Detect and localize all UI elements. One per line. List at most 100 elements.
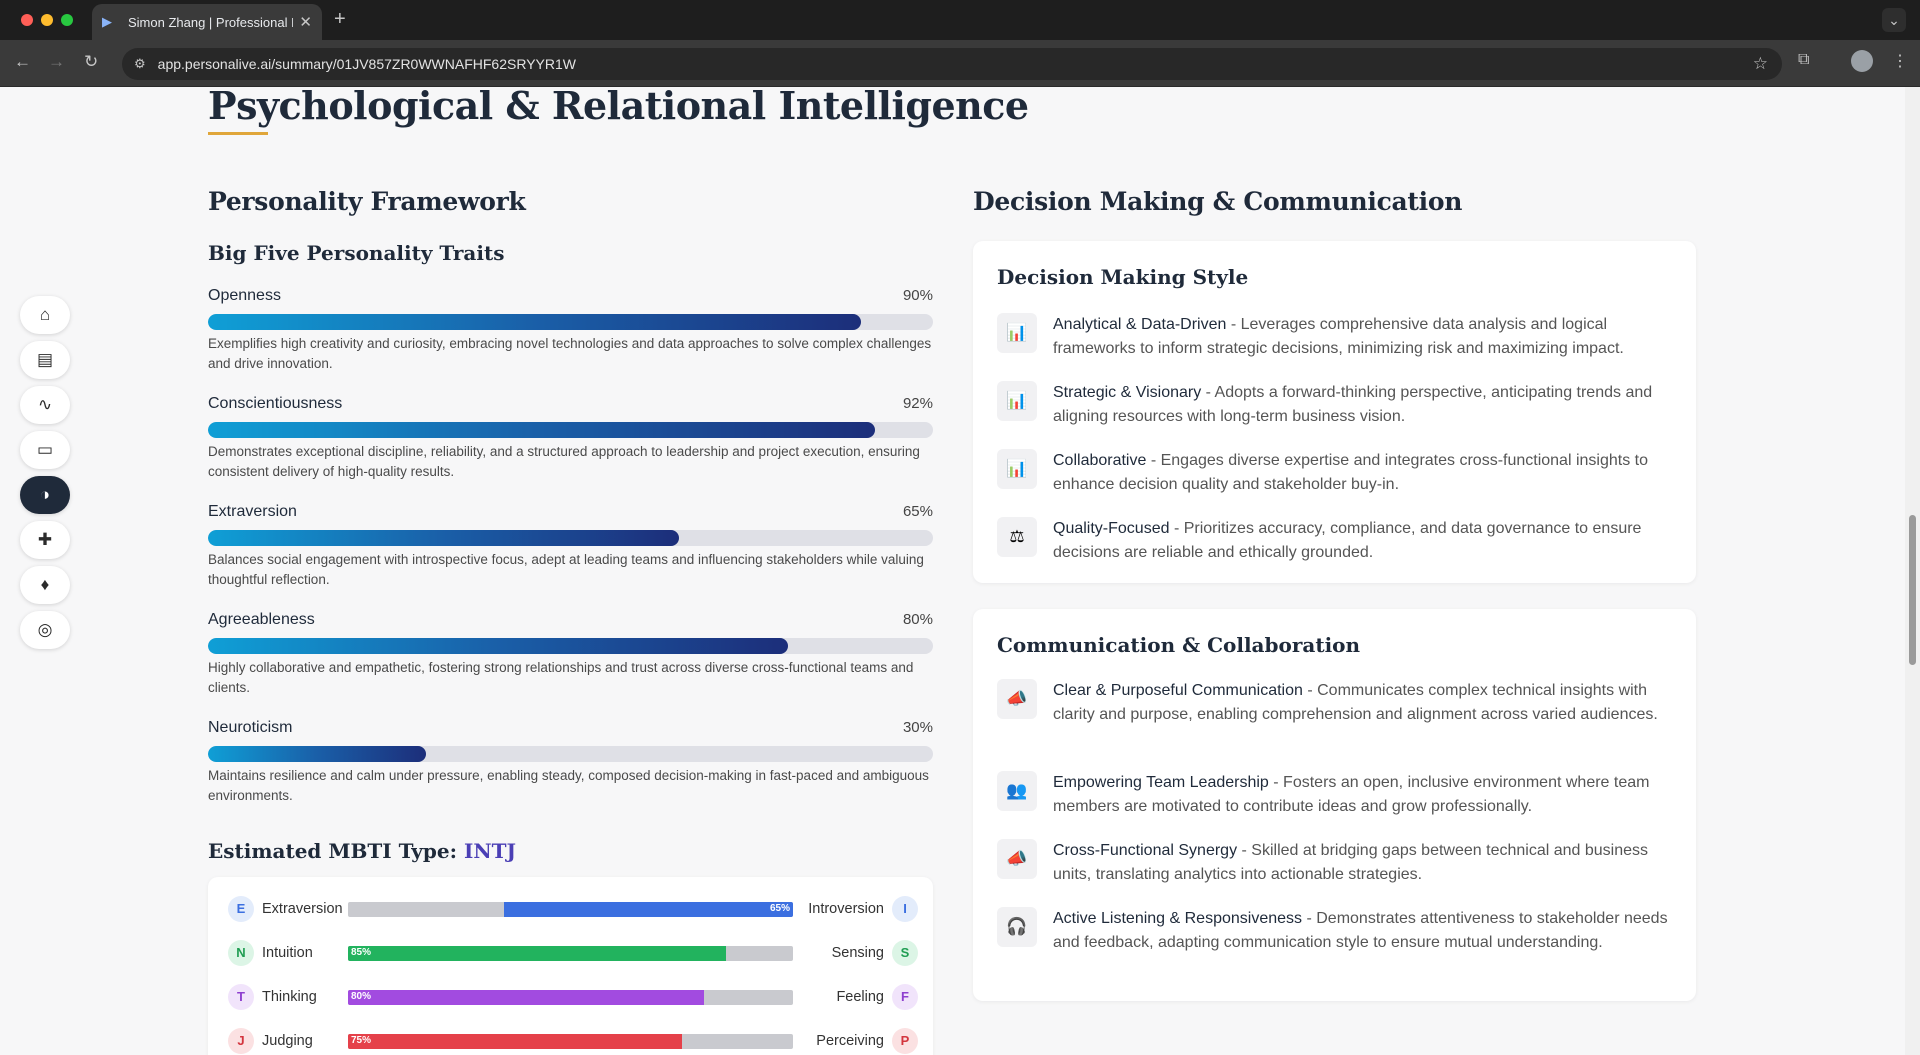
trait-description: Exemplifies high creativity and curiosit… (208, 336, 932, 371)
bookmark-star-icon[interactable]: ☆ (1752, 54, 1768, 73)
extensions-icon[interactable]: ⧉ (1798, 51, 1810, 68)
document-icon: ▤ (36, 350, 54, 369)
trait-name: Agreeableness (208, 611, 315, 628)
item-name: Quality-Focused (1053, 520, 1170, 537)
trait-row: Neuroticism 30% Maintains resilience and c… (208, 719, 933, 827)
item-name: Collaborative (1053, 452, 1147, 469)
trait-percent: 80% (902, 611, 933, 628)
page-scrollbar[interactable] (1905, 87, 1920, 1055)
window-close-button[interactable] (21, 14, 33, 26)
url-text: app.personalive.ai/summary/01JV857ZR0WWN… (157, 56, 576, 72)
trait-row: Agreeableness 80% Highly collaborative and… (208, 611, 933, 719)
page-viewport: Psychological & Relational Intelligence … (0, 87, 1920, 1055)
sidenav-button[interactable]: ▤ (20, 341, 70, 379)
item-text: Strategic & Visionary - Adopts a forward… (1053, 381, 1673, 429)
item-description: - Prioritizes accuracy, compliance, and … (1053, 520, 1642, 561)
trait-progress-track (208, 422, 933, 438)
trait-header: Agreeableness 80% (208, 611, 933, 631)
communication-title: Communication & Collaboration (997, 633, 1361, 657)
back-arrow-icon[interactable]: ← (14, 52, 31, 71)
bar-chart-icon: 📊 (997, 449, 1037, 489)
window-maximize-button[interactable] (61, 14, 73, 26)
trait-percent: 92% (902, 395, 933, 412)
trait-progress-track (208, 530, 933, 546)
mbti-heading: Estimated MBTI Type: INTJ (208, 839, 516, 863)
browser-tab-bar: ▶ Simon Zhang | Professional P ✕ + ⌄ (0, 0, 1920, 40)
mbti-right-label: Introversion (808, 901, 884, 917)
mbti-progress-fill: 85% (348, 946, 727, 961)
item-description: - Skilled at bridging gaps between techn… (1053, 842, 1648, 883)
item-description: - Adopts a forward-thinking perspective,… (1053, 384, 1653, 425)
sidenav-button[interactable]: ∿ (20, 386, 70, 424)
trait-progress-fill (208, 746, 426, 762)
item-text: Clear & Purposeful Communication - Commu… (1053, 679, 1673, 727)
new-tab-icon[interactable]: + (334, 8, 346, 30)
mbti-left-letter-badge: E (228, 896, 254, 922)
trait-progress-track (208, 746, 933, 762)
mbti-left-letter-badge: N (228, 940, 254, 966)
item-text: Quality-Focused - Prioritizes accuracy, … (1053, 517, 1673, 565)
big-five-traits-list: Openness 90% Exemplifies high creativity a… (208, 287, 933, 827)
sidenav-button[interactable]: ◑ (20, 476, 70, 514)
tab-search-chevron-icon[interactable]: ⌄ (1882, 8, 1906, 32)
trait-name: Extraversion (208, 503, 297, 520)
trait-progress-track (208, 314, 933, 330)
mbti-progress-fill: 65% (503, 902, 793, 917)
trait-row: Conscientiousness 92% Demonstrates excepti… (208, 395, 933, 503)
mbti-right-letter-badge: F (892, 984, 918, 1010)
sidenav-button[interactable]: ✚ (20, 521, 70, 559)
page-title: Psychological & Relational Intelligence (208, 87, 1029, 128)
item-description: - Engages diverse expertise and integrat… (1053, 452, 1648, 493)
sidenav-button[interactable]: ⌂ (20, 296, 70, 334)
item-name: Cross-Functional Synergy (1053, 842, 1238, 859)
item-name: Clear & Purposeful Communication (1053, 682, 1303, 699)
sidenav-button[interactable]: ♦ (20, 566, 70, 604)
mbti-percent: 85% (351, 947, 372, 958)
reload-icon[interactable]: ↻ (84, 52, 99, 71)
decision-making-title: Decision Making Style (997, 265, 1249, 289)
trait-percent: 65% (902, 503, 933, 520)
item-name: Strategic & Visionary (1053, 384, 1202, 401)
mbti-dimension-row: E Extraversion 65% Introversion I (228, 895, 918, 923)
mbti-left-label: Thinking (262, 989, 317, 1005)
item-text: Active Listening & Responsiveness - Demo… (1053, 907, 1673, 955)
mbti-progress-track: 65% (348, 902, 793, 917)
mbti-type-value: INTJ (463, 839, 516, 863)
trait-name: Conscientiousness (208, 395, 343, 412)
trait-name: Neuroticism (208, 719, 293, 736)
mbti-percent: 75% (351, 1035, 372, 1046)
site-info-icon[interactable]: ⚙ (134, 56, 146, 71)
forward-arrow-icon[interactable]: → (48, 52, 65, 71)
megaphone-icon: 📣 (997, 679, 1037, 719)
item-name: Empowering Team Leadership (1053, 774, 1269, 791)
tab-close-icon[interactable]: ✕ (299, 14, 312, 31)
mbti-left-label: Judging (262, 1033, 313, 1049)
scrollbar-thumb[interactable] (1909, 515, 1916, 665)
sidenav-button[interactable]: ◎ (20, 611, 70, 649)
sidenav-button[interactable]: ▭ (20, 431, 70, 469)
address-bar[interactable]: ⚙ app.personalive.ai/summary/01JV857ZR0W… (122, 48, 1782, 80)
profile-avatar[interactable] (1851, 50, 1873, 72)
id-card-icon: ▭ (36, 440, 54, 459)
item-description: - Communicates complex technical insight… (1053, 682, 1658, 723)
browser-tab[interactable]: ▶ Simon Zhang | Professional P ✕ (92, 4, 322, 40)
title-underline (208, 132, 268, 135)
item-text: Empowering Team Leadership - Fosters an … (1053, 771, 1673, 819)
item-name: Analytical & Data-Driven (1053, 316, 1227, 333)
mbti-percent: 80% (351, 991, 372, 1002)
browser-menu-icon[interactable]: ⋮ (1892, 53, 1908, 70)
window-minimize-button[interactable] (41, 14, 53, 26)
trait-header: Neuroticism 30% (208, 719, 933, 739)
trait-progress-track (208, 638, 933, 654)
item-name: Active Listening & Responsiveness (1053, 910, 1303, 927)
tab-title: Simon Zhang | Professional P (128, 14, 294, 30)
mbti-left-label: Intuition (262, 945, 313, 961)
mbti-left-letter-badge: T (228, 984, 254, 1010)
communication-card: Communication & Collaboration 📣 Clear & P… (973, 609, 1696, 1001)
trait-description: Balances social engagement with introspe… (208, 552, 924, 587)
trait-percent: 90% (902, 287, 933, 304)
mbti-right-letter-badge: I (892, 896, 918, 922)
personality-framework-heading: Personality Framework (208, 187, 526, 216)
trait-header: Openness 90% (208, 287, 933, 307)
trait-row: Extraversion 65% Balances social engagemen… (208, 503, 933, 611)
